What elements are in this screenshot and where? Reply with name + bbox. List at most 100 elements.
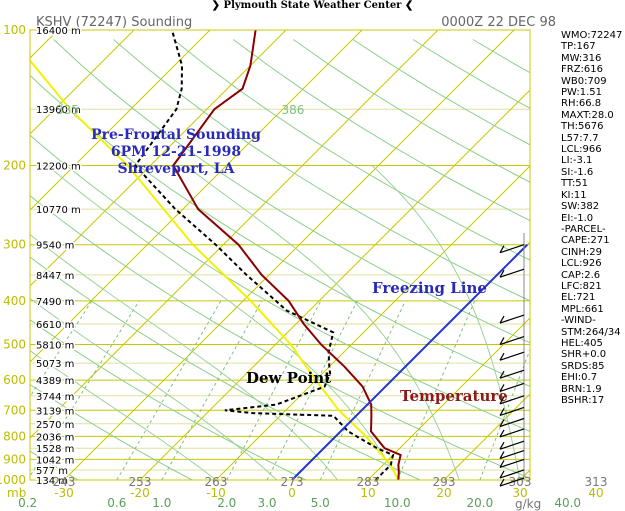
wind-barb-icon <box>499 477 525 487</box>
height-label: 12200 m <box>36 161 81 172</box>
freezing-line-label: Freezing Line <box>372 279 487 297</box>
index-item: BRN:1.9 <box>561 383 602 395</box>
height-label: 16400 m <box>36 26 81 37</box>
dry-adiabat-line <box>53 39 530 344</box>
wind-barb-icon <box>499 315 505 324</box>
index-item: BSHR:17 <box>561 395 605 406</box>
kelvin-tick-label: 303 <box>509 475 532 489</box>
wind-barb-icon <box>499 369 525 379</box>
wind-barb-icon <box>499 268 525 278</box>
index-item: LFC:821 <box>561 280 602 292</box>
height-label: 5073 m <box>36 359 74 370</box>
mixing-ratio-label: 1.0 <box>152 496 171 510</box>
moist-adiabat-line <box>371 165 521 480</box>
index-item: MAXT:28.0 <box>561 109 614 121</box>
mixing-ratio-label: 3.0 <box>257 496 276 510</box>
index-item: SRDS:85 <box>561 360 605 372</box>
wind-barb-icon <box>499 352 505 361</box>
wind-barb-icon <box>499 458 525 468</box>
mixing-ratio-line <box>116 300 222 480</box>
height-label: 1042 m <box>36 455 74 466</box>
height-label: 2570 m <box>36 420 74 431</box>
kelvin-tick-label: 283 <box>357 475 380 489</box>
moist-adiabat-line <box>30 350 217 480</box>
mixing-ratio-label: 20.0 <box>467 496 494 510</box>
kelvin-tick-label: 263 <box>205 475 228 489</box>
celsius-tick-label: 10 <box>360 486 375 500</box>
index-item: TH:5676 <box>561 121 604 133</box>
height-label: 134 m <box>36 476 68 487</box>
mb-unit-label: mb <box>7 486 26 500</box>
mixing-ratio-unit: g/kg <box>515 497 541 511</box>
dry-adiabat-line <box>30 319 308 480</box>
wind-barb-icon <box>499 429 505 438</box>
wind-barb-icon <box>499 370 505 379</box>
banner-text: Plymouth State Weather Center <box>223 0 402 11</box>
height-label: 8447 m <box>36 271 74 282</box>
plot-border <box>29 29 531 481</box>
temperature-label: Temperature <box>400 387 508 405</box>
wind-barb-icon <box>499 440 525 450</box>
mixing-ratio-line <box>479 348 530 480</box>
wind-barb-icon <box>499 406 525 417</box>
wind-barb-icon <box>499 428 525 438</box>
isotherm-line <box>30 30 135 135</box>
index-item: WMO:72247 <box>561 30 623 41</box>
index-item: -WIND- <box>561 315 596 327</box>
wind-barb-icon <box>499 314 525 324</box>
kelvin-tick-label: 313 <box>585 475 608 489</box>
wind-barb-icon <box>499 396 505 405</box>
pressure-tick-label: 1000 <box>0 473 26 487</box>
dry-adiabat-line <box>30 450 80 480</box>
index-item: LCL:926 <box>561 258 602 270</box>
index-item: SW:382 <box>561 201 600 213</box>
moist-adiabat-line <box>47 165 399 480</box>
isotherm-line <box>139 89 530 480</box>
isotherm-line <box>30 30 439 439</box>
height-label: 7490 m <box>36 297 74 308</box>
wind-barb-icon <box>499 417 525 428</box>
celsius-tick-label: 40 <box>588 486 603 500</box>
wind-barb-icon <box>499 337 505 345</box>
wind-barb-icon-left: ❯ <box>211 0 224 11</box>
wind-barb-icon <box>499 470 505 479</box>
pressure-tick-label: 900 <box>3 452 26 466</box>
mixing-ratio-label: 10.0 <box>384 496 411 510</box>
kelvin-tick-label: 253 <box>129 475 152 489</box>
index-item: TT:51 <box>561 178 589 190</box>
index-item: STM:264/34 <box>561 326 621 338</box>
index-item: FRZ:616 <box>561 64 604 76</box>
freezing-line <box>291 243 529 480</box>
height-label: 5810 m <box>36 341 74 352</box>
wind-barb-icon <box>499 469 525 479</box>
dry-adiabat-line <box>30 383 194 480</box>
isotherm-line <box>30 30 287 287</box>
wind-barb-icon <box>499 449 525 460</box>
celsius-tick-label: -30 <box>54 486 74 500</box>
index-item: SHR+0.0 <box>561 349 607 361</box>
dewpoint-label: Dew Point <box>246 369 331 387</box>
dry-adiabat-line <box>173 39 530 261</box>
height-label: 3139 m <box>36 406 74 417</box>
index-item: CAPE:271 <box>561 235 610 247</box>
mixing-ratio-line <box>161 300 263 480</box>
dewpoint-line <box>134 30 395 480</box>
index-item: LCL:966 <box>561 144 602 156</box>
wind-barb-icon <box>499 244 525 254</box>
height-label: 10770 m <box>36 205 81 216</box>
isotherm-line <box>30 30 363 363</box>
celsius-tick-label: 0 <box>288 486 296 500</box>
annotation-line: Pre-Frontal Sounding <box>91 127 261 143</box>
height-label: 577 m <box>36 466 68 477</box>
isotherm-line <box>30 30 211 211</box>
index-item: HEL:405 <box>561 337 603 349</box>
wind-barb-icon <box>499 335 525 346</box>
annotation-line: 6PM 12-21-1998 <box>111 144 241 160</box>
index-item: WB0:709 <box>561 75 607 87</box>
temperature-line <box>172 30 402 480</box>
wind-barb-icon <box>499 478 505 487</box>
index-item: L57:7.7 <box>561 132 599 144</box>
wind-barb-icon <box>499 395 525 405</box>
mixing-ratio-line <box>30 300 140 478</box>
